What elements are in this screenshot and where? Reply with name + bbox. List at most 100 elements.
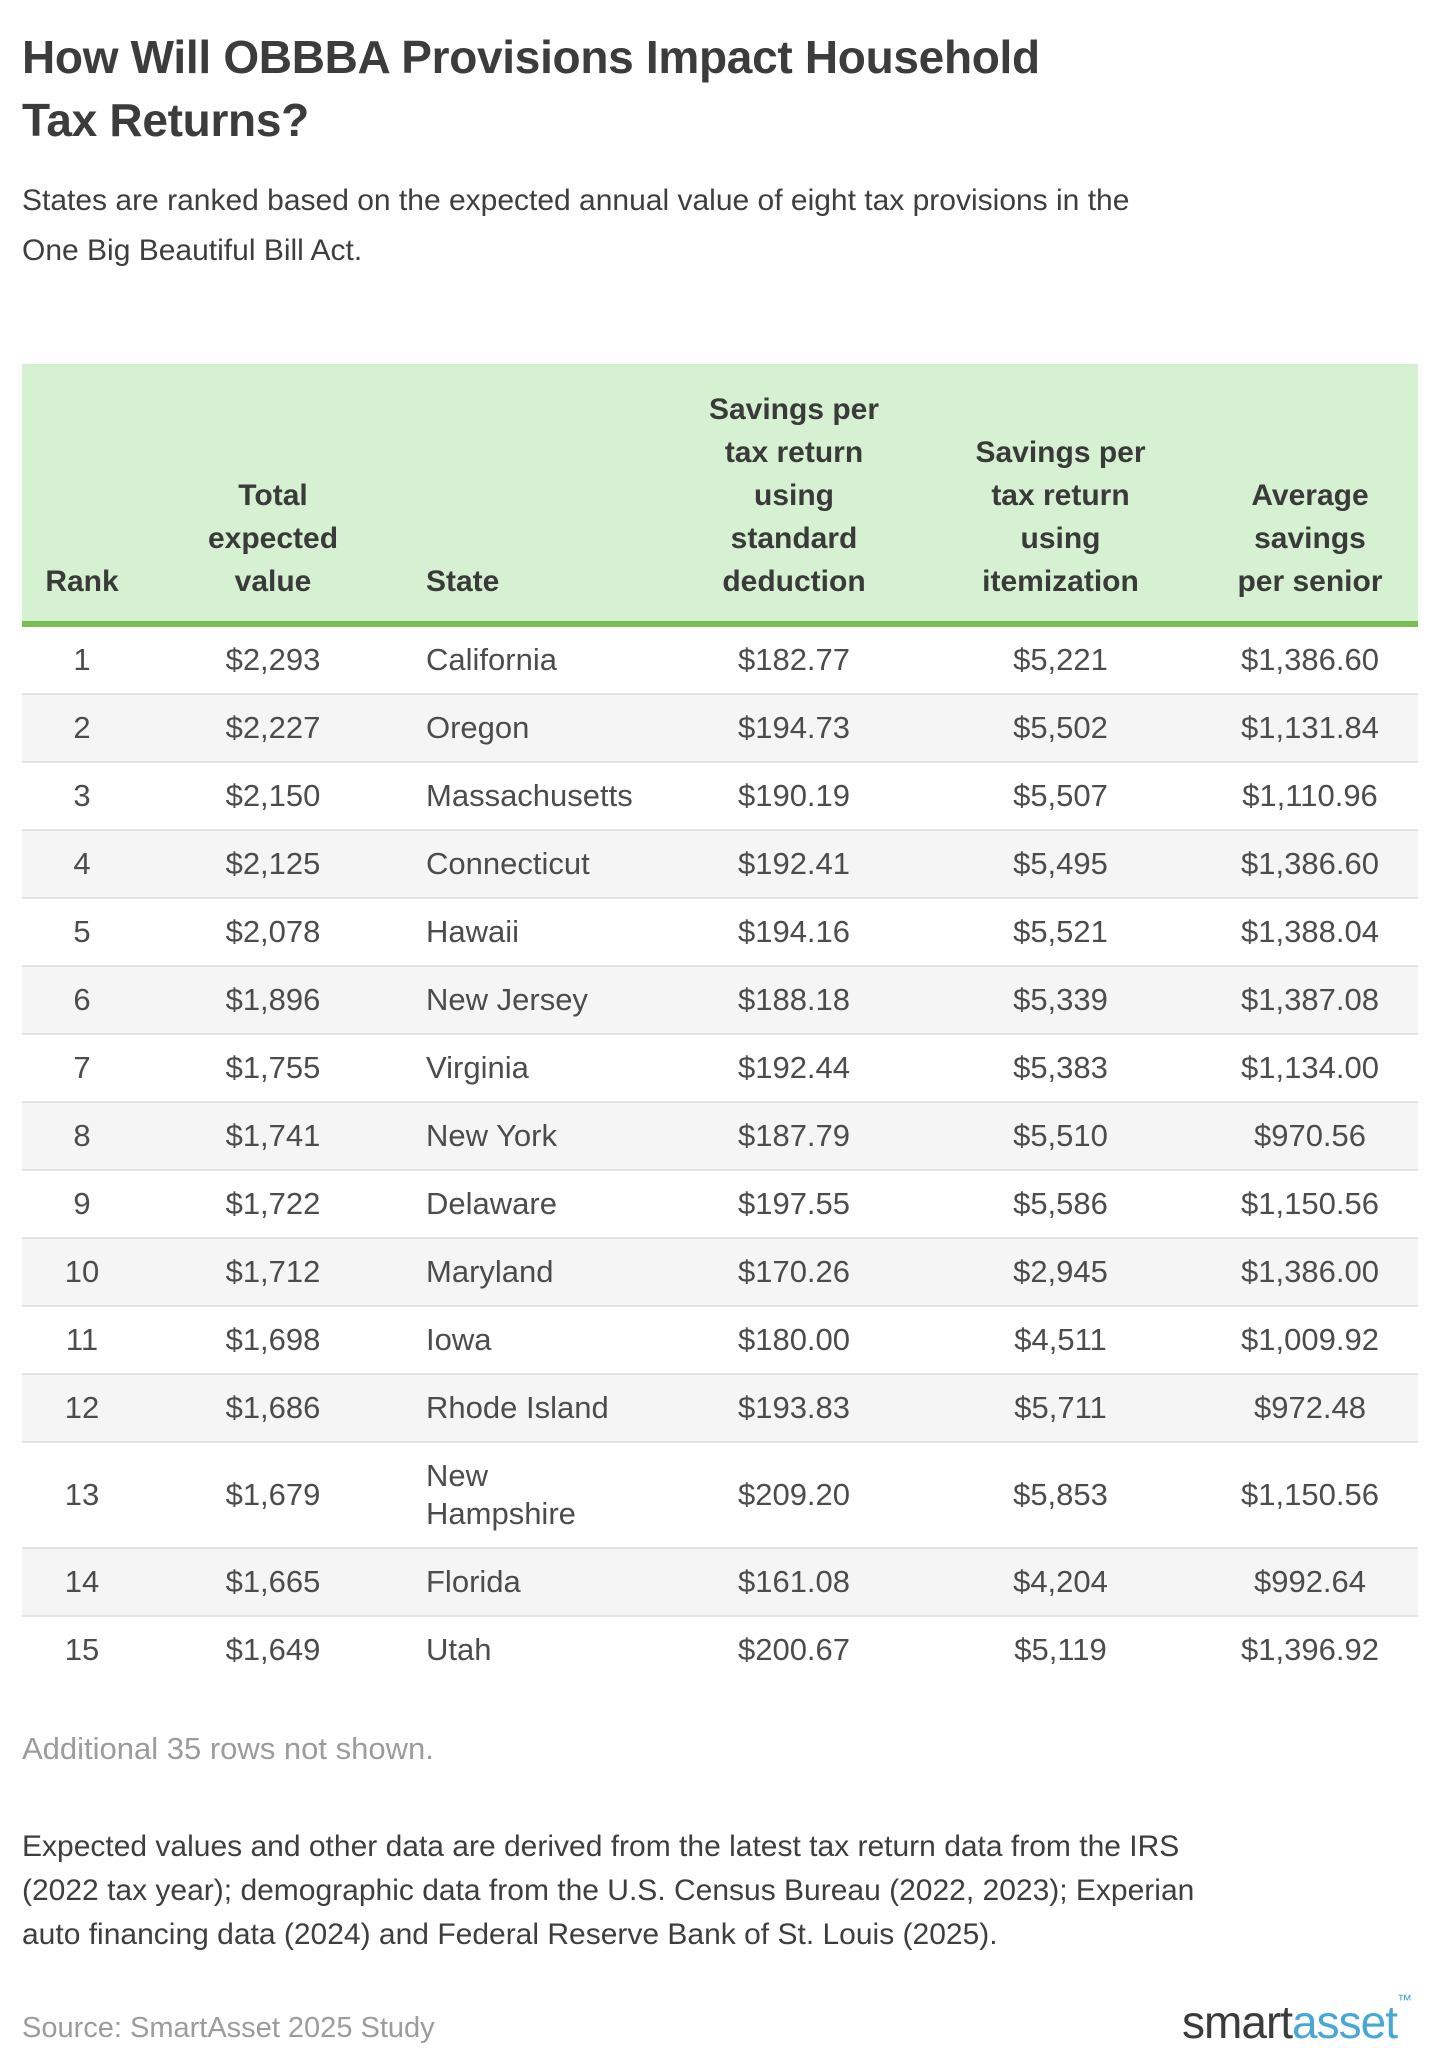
savings-itemization-cell: $5,711 (1014, 1390, 1107, 1425)
table-row: 1 $2,293 California $182.77 $5,221 $1,386.60 (22, 624, 1418, 694)
state-cell: Hawaii (426, 914, 520, 949)
savings-standard-cell: $197.55 (737, 1186, 851, 1221)
avg-savings-senior-cell: $1,386.00 (1241, 1254, 1379, 1289)
methodology-note: Expected values and other data are deriv… (22, 1830, 1195, 1951)
savings-itemization-cell: $5,586 (1013, 1186, 1108, 1221)
avg-savings-senior-cell: $1,150.56 (1241, 1186, 1379, 1221)
table-row: 9 $1,722 Delaware $197.55 $5,586 $1,150.56 (22, 1170, 1418, 1238)
logo-smart-text: smart (1182, 1996, 1293, 2048)
rank-cell: 3 (73, 778, 91, 813)
avg-savings-senior-cell: $1,150.56 (1241, 1477, 1379, 1512)
state-cell: Delaware (426, 1186, 557, 1221)
savings-itemization-cell: $4,204 (1013, 1564, 1108, 1599)
state-cell: Rhode Island (426, 1390, 609, 1425)
savings-standard-cell: $180.00 (737, 1322, 851, 1357)
savings-standard-cell: $192.41 (737, 846, 851, 881)
column-header-total-expected-value: Total expected value (142, 364, 404, 627)
table-row: 3 $2,150 Massachusetts $190.19 $5,507 $1,110.… (22, 762, 1418, 830)
savings-itemization-cell: $5,221 (1013, 642, 1108, 677)
page: How Will OBBBA Provisions Impact Househo… (0, 26, 1440, 2045)
state-cell: New Jersey (426, 982, 588, 1017)
savings-itemization-cell: $5,495 (1013, 846, 1108, 881)
savings-standard-cell: $182.77 (737, 642, 851, 677)
savings-standard-cell: $192.44 (737, 1050, 851, 1085)
logo-asset-text: asset (1292, 1996, 1398, 2048)
avg-savings-senior-cell: $1,388.04 (1241, 914, 1379, 949)
total-expected-value-cell: $2,125 (225, 846, 321, 881)
total-expected-value-cell: $1,755 (225, 1050, 321, 1085)
total-expected-value-cell: $1,712 (225, 1254, 321, 1289)
table-row: 6 $1,896 New Jersey $188.18 $5,339 $1,387.08 (22, 966, 1418, 1034)
table-row: 14 $1,665 Florida $161.08 $4,204 $992.64 (22, 1548, 1418, 1616)
total-expected-value-cell: $1,722 (225, 1186, 321, 1221)
total-expected-value-cell: $1,698 (225, 1322, 321, 1357)
rankings-table: Rank Total expected value State Savings … (22, 364, 1418, 1683)
table-row: 4 $2,125 Connecticut $192.41 $5,495 $1,386.60 (22, 830, 1418, 898)
savings-itemization-cell: $5,510 (1013, 1118, 1108, 1153)
savings-standard-cell: $194.16 (737, 914, 851, 949)
savings-itemization-cell: $5,339 (1013, 982, 1108, 1017)
state-cell: Virginia (426, 1050, 529, 1085)
savings-standard-cell: $194.73 (737, 710, 851, 745)
rank-cell: 11 (65, 1322, 99, 1357)
state-cell: Florida (426, 1564, 521, 1599)
state-cell: New Hampshire (426, 1458, 576, 1531)
rank-cell: 7 (73, 1050, 91, 1085)
savings-standard-cell: $161.08 (737, 1564, 851, 1599)
column-header-state: State (404, 364, 669, 627)
column-header-avg-savings-senior: Average savings per senior (1202, 364, 1418, 627)
state-cell: Iowa (426, 1322, 492, 1357)
savings-standard-cell: $187.79 (737, 1118, 851, 1153)
savings-itemization-cell: $5,507 (1013, 778, 1108, 813)
state-cell: Oregon (426, 710, 530, 745)
smartasset-logo: smartasset™ (1182, 1993, 1418, 2048)
savings-standard-cell: $193.83 (737, 1390, 851, 1425)
avg-savings-senior-cell: $1,110.96 (1242, 778, 1378, 813)
table-row: 11 $1,698 Iowa $180.00 $4,511 $1,009.92 (22, 1306, 1418, 1374)
savings-standard-cell: $190.19 (737, 778, 851, 813)
table-row: 5 $2,078 Hawaii $194.16 $5,521 $1,388.04 (22, 898, 1418, 966)
avg-savings-senior-cell: $970.56 (1253, 1118, 1367, 1153)
rank-cell: 1 (73, 642, 91, 677)
total-expected-value-cell: $1,679 (225, 1477, 321, 1512)
total-expected-value-cell: $1,896 (225, 982, 321, 1017)
rank-cell: 9 (73, 1186, 91, 1221)
state-cell: California (426, 642, 557, 677)
avg-savings-senior-cell: $1,131.84 (1241, 710, 1379, 745)
savings-itemization-cell: $2,945 (1013, 1254, 1108, 1289)
savings-itemization-cell: $4,511 (1014, 1322, 1107, 1357)
avg-savings-senior-cell: $1,396.92 (1241, 1632, 1379, 1667)
rank-cell: 6 (73, 982, 91, 1017)
state-cell: Connecticut (426, 846, 590, 881)
page-subtitle: States are ranked based on the expected … (22, 184, 1130, 267)
avg-savings-senior-cell: $1,134.00 (1241, 1050, 1379, 1085)
state-cell: Massachusetts (426, 778, 633, 813)
rank-cell: 12 (64, 1390, 100, 1425)
table-row: 7 $1,755 Virginia $192.44 $5,383 $1,134.00 (22, 1034, 1418, 1102)
savings-itemization-cell: $5,521 (1013, 914, 1108, 949)
avg-savings-senior-cell: $1,386.60 (1241, 642, 1379, 677)
avg-savings-senior-cell: $1,009.92 (1241, 1322, 1379, 1357)
table-row: 13 $1,679 New Hampshire $209.20 $5,853 $1,150… (22, 1442, 1418, 1548)
table-header: Rank Total expected value State Savings … (22, 364, 1418, 627)
state-cell: Utah (426, 1632, 492, 1667)
table-body: 1 $2,293 California $182.77 $5,221 $1,386.60 2… (22, 624, 1418, 1683)
rank-cell: 14 (64, 1564, 100, 1599)
total-expected-value-cell: $1,741 (225, 1118, 321, 1153)
savings-standard-cell: $200.67 (737, 1632, 851, 1667)
total-expected-value-cell: $2,293 (225, 642, 321, 677)
rank-cell: 5 (73, 914, 91, 949)
rank-cell: 2 (73, 710, 91, 745)
savings-standard-cell: $188.18 (737, 982, 851, 1017)
total-expected-value-cell: $2,227 (225, 710, 321, 745)
savings-itemization-cell: $5,502 (1013, 710, 1108, 745)
avg-savings-senior-cell: $1,387.08 (1241, 982, 1379, 1017)
total-expected-value-cell: $1,665 (225, 1564, 321, 1599)
savings-standard-cell: $170.26 (737, 1254, 851, 1289)
total-expected-value-cell: $2,078 (225, 914, 321, 949)
table-row: 10 $1,712 Maryland $170.26 $2,945 $1,386.00 (22, 1238, 1418, 1306)
savings-standard-cell: $209.20 (737, 1477, 851, 1512)
rank-cell: 4 (73, 846, 91, 881)
table-row: 12 $1,686 Rhode Island $193.83 $5,711 $972.48 (22, 1374, 1418, 1442)
state-cell: Maryland (426, 1254, 554, 1289)
